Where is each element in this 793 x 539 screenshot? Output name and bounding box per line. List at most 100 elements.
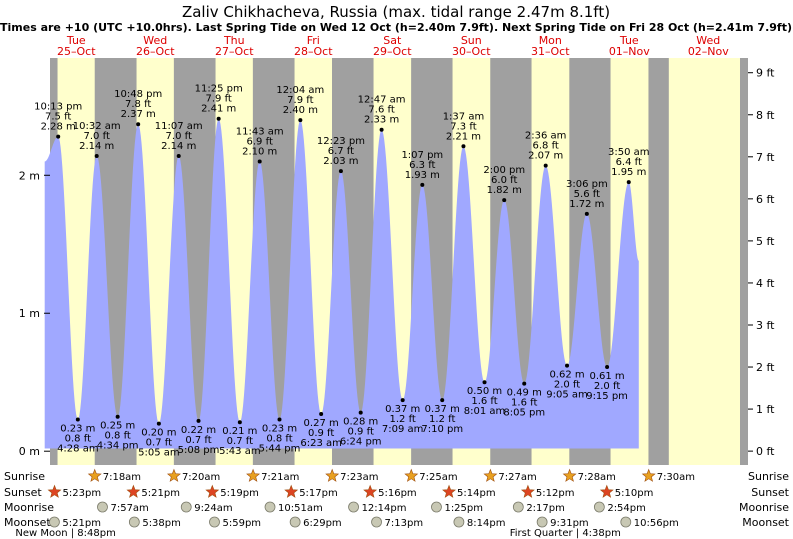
low-tide-m: 0.37 m	[425, 404, 460, 415]
moonrise-time: 1:25pm	[444, 503, 483, 514]
y-tick-label-m: 1 m	[19, 307, 40, 320]
day-name-label: Thu	[223, 34, 245, 47]
low-tide-ft: 0.7 ft	[146, 438, 172, 449]
moonset-time: 5:21pm	[62, 518, 101, 529]
sunrise-time: 7:30am	[657, 472, 695, 483]
day-date-label: 02–Nov	[688, 45, 729, 58]
right-axis-strip	[740, 58, 748, 465]
low-tide-ft: 0.8 ft	[65, 433, 91, 444]
moonset-time: 7:13pm	[385, 518, 424, 529]
moonrise-time: 2:17pm	[526, 503, 565, 514]
high-tide-m: 2.21 m	[446, 131, 481, 142]
sunset-sun-icon	[442, 484, 456, 498]
sunset-sun-icon	[599, 484, 614, 498]
low-tide-point	[237, 420, 242, 425]
high-tide-time: 1:07 pm	[401, 150, 443, 161]
moonrise-moon-icon	[180, 501, 192, 513]
moonset-time: 6:29pm	[303, 518, 342, 529]
moonrise-moon-icon	[512, 501, 524, 513]
sunset-sun-icon	[126, 484, 141, 498]
high-tide-m: 2.40 m	[283, 105, 318, 116]
sunset-row-label-right: Sunset	[751, 486, 789, 499]
high-tide-time: 10:13 pm	[34, 102, 82, 113]
sunrise-sun-icon	[404, 468, 419, 482]
high-tide-point	[136, 122, 141, 127]
moon-phase-label: First Quarter | 4:38pm	[510, 528, 621, 539]
y-tick-label-m: 2 m	[19, 169, 40, 182]
day-date-label: 25–Oct	[57, 45, 96, 58]
y-tick-label-ft: 9 ft	[756, 67, 775, 80]
low-tide-ft: 2.0 ft	[554, 380, 580, 391]
high-tide-time: 12:47 am	[358, 95, 406, 106]
day-date-label: 27–Oct	[215, 45, 254, 58]
high-tide-m: 1.93 m	[405, 170, 440, 181]
sunset-time: 5:17pm	[299, 488, 338, 499]
moonrise-moon-icon	[348, 501, 359, 513]
day-date-label: 26–Oct	[136, 45, 175, 58]
high-tide-ft: 6.0 ft	[491, 175, 517, 186]
low-tide-m: 0.23 m	[60, 423, 95, 434]
moonrise-moon-icon	[593, 501, 605, 513]
moonrise-moon-icon	[97, 501, 108, 513]
sunrise-time: 7:27am	[498, 472, 536, 483]
chart-subtitle: Times are +10 (UTC +10.0hrs). Last Sprin…	[0, 21, 792, 34]
sunset-sun-icon	[284, 484, 299, 498]
high-tide-m: 1.95 m	[611, 167, 646, 178]
sunset-time: 5:19pm	[220, 488, 259, 499]
low-tide-time: 5:43 am	[219, 446, 261, 457]
sunset-time: 5:21pm	[141, 488, 180, 499]
sunset-sun-icon	[363, 484, 378, 498]
low-tide-time: 5:44 pm	[259, 443, 301, 454]
y-tick-label-ft: 5 ft	[756, 235, 775, 248]
low-tide-m: 0.21 m	[222, 426, 257, 437]
moonset-moon-icon	[209, 516, 220, 528]
high-tide-time: 12:23 pm	[317, 136, 365, 147]
moonrise-moon-icon	[431, 501, 442, 513]
moonrise-time: 10:51am	[278, 503, 323, 514]
high-tide-m: 2.14 m	[161, 141, 196, 152]
high-tide-ft: 7.0 ft	[84, 131, 110, 142]
sunrise-time: 7:28am	[578, 472, 616, 483]
sunrise-time: 7:21am	[261, 472, 299, 483]
low-tide-time: 9:15 pm	[586, 391, 628, 402]
low-tide-ft: 1.2 ft	[389, 414, 415, 425]
low-tide-point	[196, 418, 201, 423]
day-date-label: 01–Nov	[609, 45, 650, 58]
low-tide-time: 5:08 pm	[178, 445, 220, 456]
moonset-moon-icon	[371, 516, 382, 528]
sunrise-sun-icon	[641, 468, 656, 482]
high-tide-point	[338, 169, 343, 174]
day-date-label: 31–Oct	[531, 45, 570, 58]
low-tide-ft: 0.7 ft	[227, 436, 253, 447]
moon-phase-label: New Moon | 8:48pm	[15, 528, 115, 539]
moonrise-moon-icon	[264, 501, 276, 513]
low-tide-time: 4:28 am	[57, 443, 99, 454]
high-tide-point	[584, 211, 589, 216]
sunset-time: 5:10pm	[615, 488, 654, 499]
high-tide-time: 1:37 am	[443, 111, 485, 122]
day-date-label: 30–Oct	[452, 45, 491, 58]
sunset-row-label-left: Sunset	[4, 486, 42, 499]
moonset-moon-icon	[620, 516, 632, 528]
y-tick-label-ft: 3 ft	[756, 319, 775, 332]
low-tide-point	[115, 414, 120, 419]
low-tide-m: 0.23 m	[262, 423, 297, 434]
low-tide-m: 0.22 m	[181, 425, 216, 436]
sunset-time: 5:16pm	[378, 488, 417, 499]
day-name-label: Tue	[66, 34, 86, 47]
low-tide-point	[400, 398, 405, 403]
high-tide-point	[502, 198, 507, 203]
high-tide-ft: 7.5 ft	[45, 112, 71, 123]
low-tide-point	[482, 380, 487, 385]
high-tide-m: 2.03 m	[323, 156, 358, 167]
moonset-time: 5:59pm	[222, 518, 261, 529]
sunrise-sun-icon	[87, 468, 102, 482]
high-tide-point	[626, 180, 631, 185]
high-tide-ft: 6.8 ft	[533, 141, 559, 152]
low-tide-time: 6:23 am	[300, 438, 342, 449]
low-tide-time: 4:34 pm	[97, 441, 139, 452]
high-tide-point	[94, 153, 99, 158]
low-tide-m: 0.49 m	[507, 388, 542, 399]
chart-title: Zaliv Chikhacheva, Russia (max. tidal ra…	[182, 3, 610, 21]
